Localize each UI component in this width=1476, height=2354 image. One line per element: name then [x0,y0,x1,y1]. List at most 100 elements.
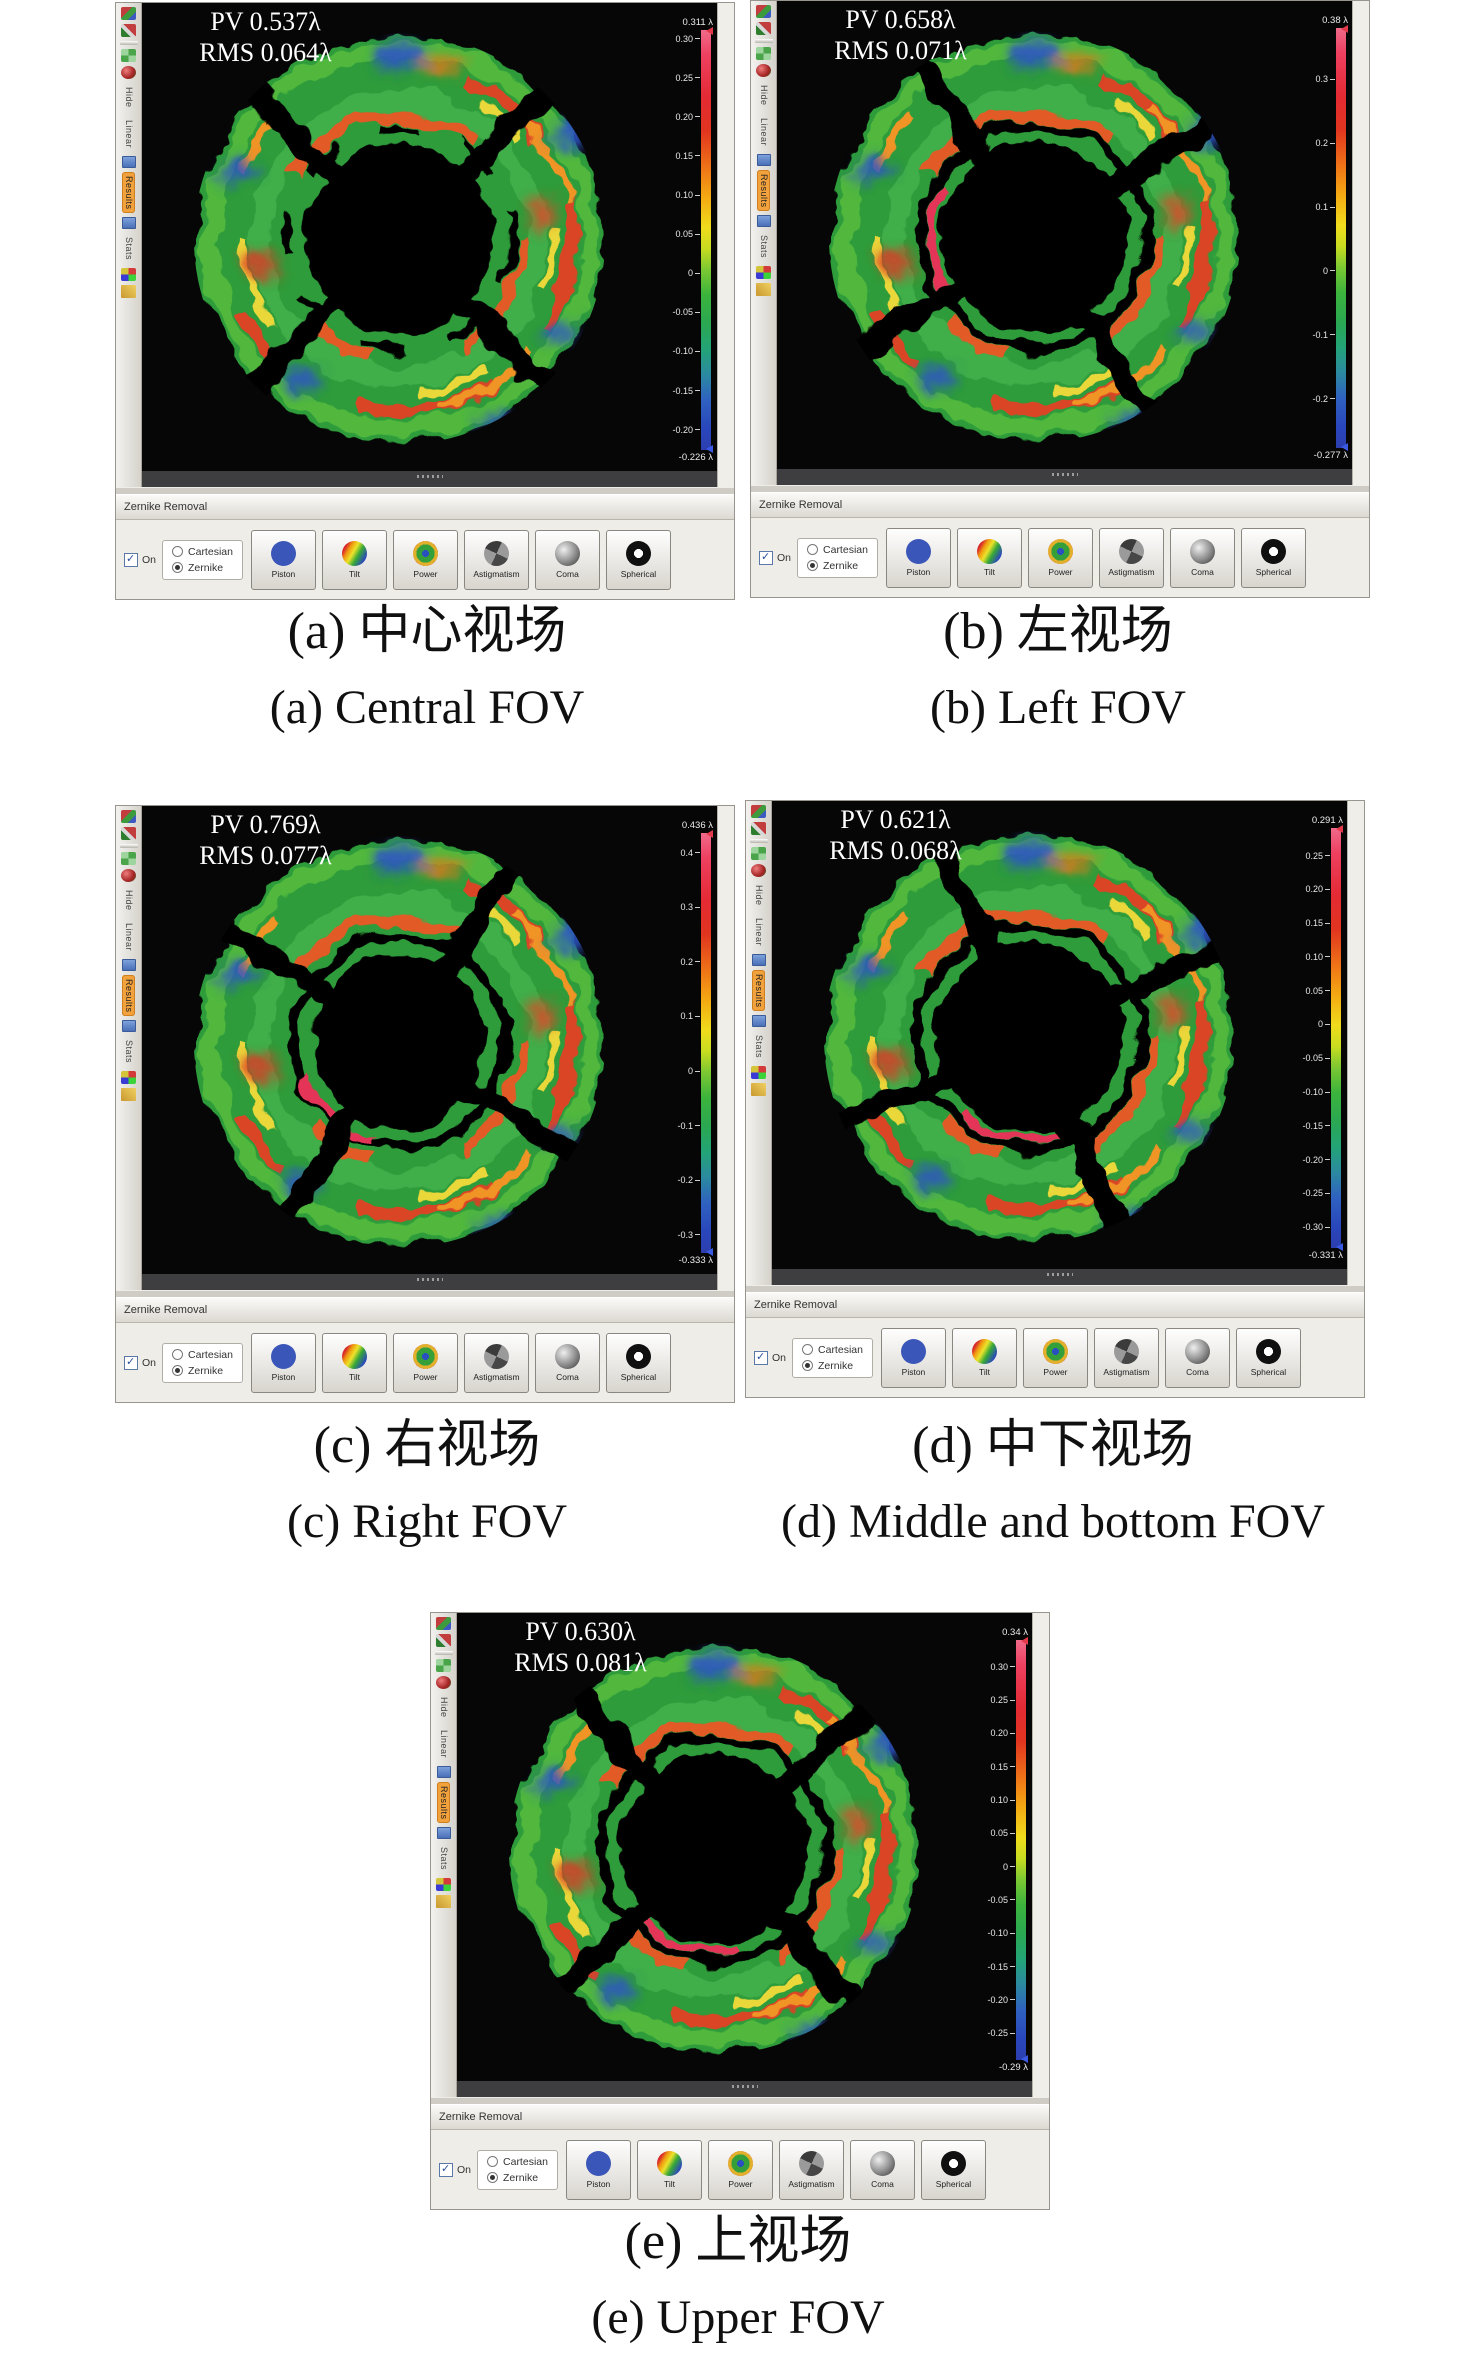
astigmatism-button[interactable]: Astigmatism [1098,527,1164,588]
coma-button[interactable]: Coma [534,1332,600,1393]
power-button[interactable]: Power [392,529,458,590]
pencil-icon[interactable] [436,1895,451,1909]
tab-hide[interactable]: Hide [754,885,764,906]
grid-icon[interactable] [436,1659,451,1672]
power-button[interactable]: Power [707,2139,773,2200]
radio-off-icon[interactable] [802,1344,814,1355]
tilt-button[interactable]: Tilt [321,529,387,590]
right-scroll-strip[interactable] [717,806,734,1290]
spherical-button[interactable]: Spherical [605,529,671,590]
report-icon[interactable] [121,7,136,20]
astigmatism-button[interactable]: Astigmatism [778,2139,844,2200]
tilt-button[interactable]: Tilt [956,527,1022,588]
tilt-button[interactable]: Tilt [951,1327,1017,1388]
radio-off-icon[interactable] [172,546,184,557]
splitter-grip[interactable] [1051,473,1078,476]
tab-hide[interactable]: Hide [124,890,134,911]
tab-stats[interactable]: Stats [759,235,769,259]
tab-linear[interactable]: Linear [124,922,134,951]
tab-hide[interactable]: Hide [759,85,769,106]
report-icon[interactable] [751,805,766,818]
grid-icon[interactable] [756,47,771,60]
radio-cartesian[interactable]: Cartesian [807,544,868,556]
splitter-grip[interactable] [731,2085,758,2088]
sphere-icon[interactable] [756,64,771,77]
tab-results[interactable]: Results [122,171,135,214]
tab-stats[interactable]: Stats [439,1847,449,1871]
power-button[interactable]: Power [1027,527,1093,588]
right-scroll-strip[interactable] [1352,1,1369,485]
radio-on-icon[interactable] [172,1365,184,1376]
spherical-button[interactable]: Spherical [605,1332,671,1393]
pencil-icon[interactable] [751,1083,766,1097]
grid-icon[interactable] [121,49,136,62]
grid-icon[interactable] [121,852,136,865]
sphere-icon[interactable] [121,869,136,882]
radio-on-icon[interactable] [807,560,819,571]
checkbox-checked-icon[interactable] [759,550,773,565]
on-checkbox[interactable]: On [759,550,791,565]
splitter-grip[interactable] [1046,1273,1073,1276]
tab-hide[interactable]: Hide [124,87,134,108]
chart-icon[interactable] [436,1634,451,1647]
checkbox-checked-icon[interactable] [124,1355,138,1370]
panel-splitter[interactable] [746,1285,1364,1292]
chart-icon[interactable] [751,822,766,835]
tab-stats[interactable]: Stats [124,1040,134,1064]
report-icon[interactable] [121,810,136,823]
panel-splitter[interactable] [431,2097,1049,2104]
pencil-icon[interactable] [756,283,771,297]
chart-icon[interactable] [121,827,136,840]
astigmatism-button[interactable]: Astigmatism [463,529,529,590]
pencil-icon[interactable] [121,285,136,299]
astigmatism-button[interactable]: Astigmatism [463,1332,529,1393]
panel-splitter[interactable] [116,487,734,494]
chart-icon[interactable] [121,24,136,37]
radio-on-icon[interactable] [172,562,184,573]
power-button[interactable]: Power [392,1332,458,1393]
piston-button[interactable]: Piston [565,2139,631,2200]
radio-zernike[interactable]: Zernike [807,560,868,572]
on-checkbox[interactable]: On [439,2162,471,2177]
tab-linear[interactable]: Linear [754,917,764,946]
sphere-icon[interactable] [121,66,136,79]
on-checkbox[interactable]: On [754,1350,786,1365]
right-scroll-strip[interactable] [1032,1613,1049,2097]
splitter-grip[interactable] [416,475,443,478]
radio-cartesian[interactable]: Cartesian [802,1344,863,1356]
radio-zernike[interactable]: Zernike [172,1365,233,1377]
radio-zernike[interactable]: Zernike [172,562,233,574]
checkbox-checked-icon[interactable] [439,2162,453,2177]
palette-icon[interactable] [121,268,136,282]
tab-results[interactable]: Results [122,974,135,1017]
tab-linear[interactable]: Linear [439,1729,449,1758]
palette-icon[interactable] [756,266,771,280]
tilt-button[interactable]: Tilt [636,2139,702,2200]
on-checkbox[interactable]: On [124,1355,156,1370]
spherical-button[interactable]: Spherical [1240,527,1306,588]
report-icon[interactable] [756,5,771,18]
spherical-button[interactable]: Spherical [920,2139,986,2200]
panel-splitter[interactable] [751,485,1369,492]
coma-button[interactable]: Coma [534,529,600,590]
right-scroll-strip[interactable] [717,3,734,487]
piston-button[interactable]: Piston [250,529,316,590]
pencil-icon[interactable] [121,1088,136,1102]
piston-button[interactable]: Piston [885,527,951,588]
piston-button[interactable]: Piston [250,1332,316,1393]
radio-cartesian[interactable]: Cartesian [487,2156,548,2168]
on-checkbox[interactable]: On [124,552,156,567]
tab-results[interactable]: Results [757,169,770,212]
tilt-button[interactable]: Tilt [321,1332,387,1393]
coma-button[interactable]: Coma [1164,1327,1230,1388]
palette-icon[interactable] [751,1066,766,1080]
radio-on-icon[interactable] [487,2172,499,2183]
checkbox-checked-icon[interactable] [754,1350,768,1365]
piston-button[interactable]: Piston [880,1327,946,1388]
power-button[interactable]: Power [1022,1327,1088,1388]
palette-icon[interactable] [436,1878,451,1892]
splitter-grip[interactable] [416,1278,443,1281]
tab-linear[interactable]: Linear [759,117,769,146]
radio-zernike[interactable]: Zernike [802,1360,863,1372]
spherical-button[interactable]: Spherical [1235,1327,1301,1388]
